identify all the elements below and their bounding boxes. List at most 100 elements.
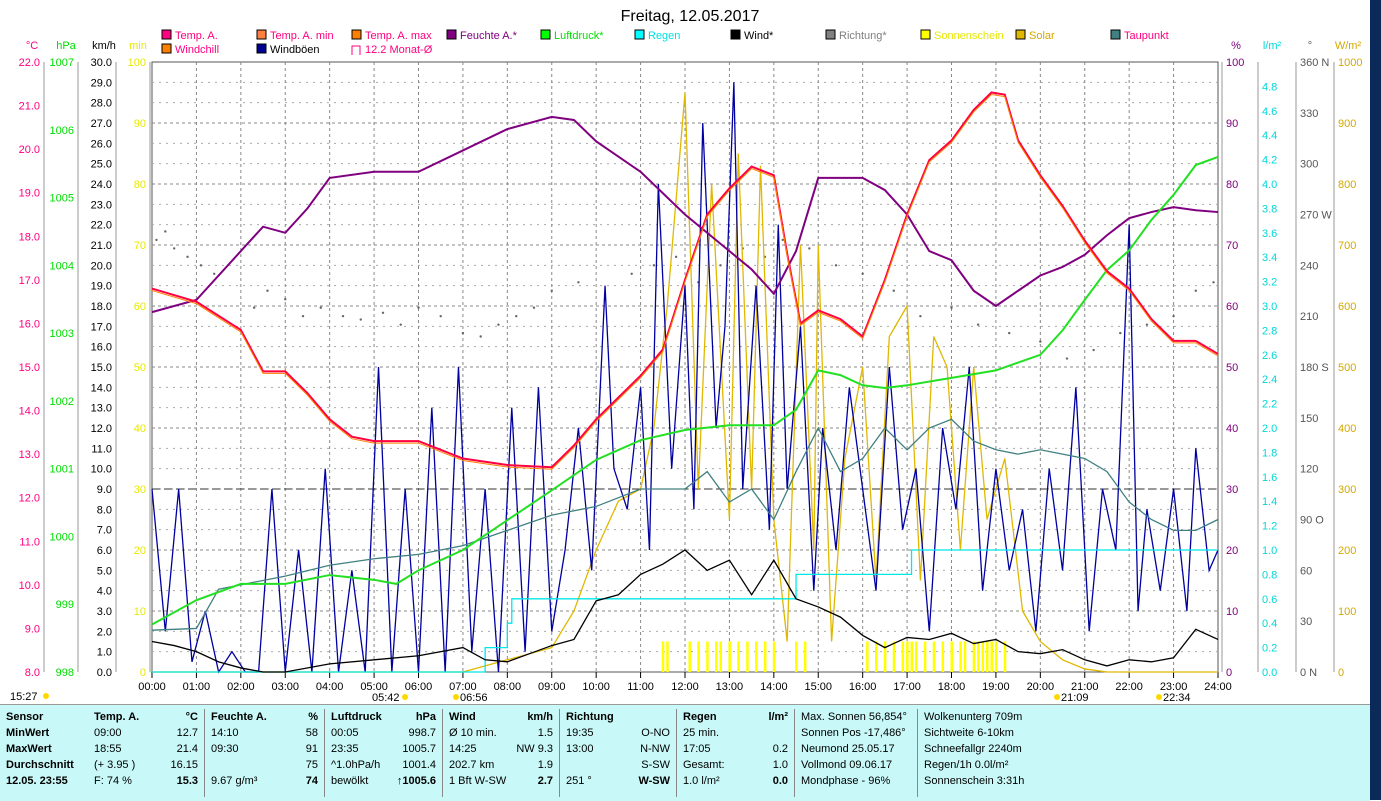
direction-point xyxy=(212,272,216,276)
panel-cell: 16.15 xyxy=(170,759,198,771)
x-tick-label: 08:00 xyxy=(494,681,522,693)
axis-tick-label-wind: 19.0 xyxy=(91,281,112,293)
panel-column: Temp. A. °C 09:00 12.7 18:55 21.4 (+ 3.95 ) 16.… xyxy=(88,709,205,797)
axis-tick-label-direction: 210 xyxy=(1300,311,1318,323)
panel-row: F: 74 % 15.3 xyxy=(88,773,204,789)
axis-tick-label-wind: 2.0 xyxy=(97,626,112,638)
sunshine-bar xyxy=(932,641,936,672)
axis-tick-label-solar: 700 xyxy=(1338,240,1356,252)
panel-row: Sensor xyxy=(0,709,87,725)
sunshine-bar xyxy=(986,641,989,672)
axis-tick-label-wind: 7.0 xyxy=(97,525,112,537)
panel-cell: NW 9.3 xyxy=(516,743,553,755)
axis-tick-label-solar: 100 xyxy=(1338,606,1356,618)
direction-point xyxy=(164,230,167,233)
axis-tick-label-rain: 2.8 xyxy=(1262,325,1277,337)
direction-point xyxy=(173,247,176,250)
axis-tick-label-temp: 11.0 xyxy=(19,536,40,548)
axis-tick-label-minutes: 0 xyxy=(140,667,146,679)
sunshine-bar xyxy=(719,641,723,672)
axis-tick-label-rain: 0.2 xyxy=(1262,643,1277,655)
panel-cell: bewölkt xyxy=(331,775,369,787)
axis-tick-label-solar: 200 xyxy=(1338,545,1356,557)
x-tick-label: 22:00 xyxy=(1115,681,1143,693)
panel-cell: 75 xyxy=(305,759,318,771)
axis-tick-label-temp: 18.0 xyxy=(19,231,40,243)
panel-cell: 14:10 xyxy=(211,727,239,739)
axis-tick-label-direction: 150 xyxy=(1300,413,1318,425)
axis-tick-label-rain: 2.4 xyxy=(1262,374,1277,386)
legend-label: Richtung* xyxy=(839,30,887,42)
sunshine-bar xyxy=(892,641,896,672)
panel-cell: Vollmond 09.06.17 xyxy=(801,759,893,771)
axes: 00:00 01:00 02:00 03:00 04:00 05:00 06:00 07:00… xyxy=(19,40,1363,693)
direction-point xyxy=(1008,331,1011,335)
panel-row: 23:35 1005.7 xyxy=(325,741,442,757)
direction-point xyxy=(919,314,922,318)
legend-swatch xyxy=(540,29,551,40)
axis-tick-label-temp: 12.0 xyxy=(19,493,40,505)
series-line-temp-a- xyxy=(151,91,1219,469)
axis-unit-direction: ° xyxy=(1308,40,1312,52)
panel-cell: 91 xyxy=(305,743,318,755)
axis-tick-label-humidity: 90 xyxy=(1226,118,1238,130)
axis-tick-label-rain: 3.2 xyxy=(1262,277,1277,289)
panel-row: S-SW xyxy=(560,757,676,773)
panel-cell: (+ 3.95 ) xyxy=(94,759,136,771)
sun-time-twilight-morning: 06:56 xyxy=(460,692,488,704)
panel-row: Mondphase - 96% xyxy=(795,773,917,789)
axis-tick-label-rain: 0.0 xyxy=(1262,667,1277,679)
sunshine-bar xyxy=(923,641,927,672)
axis-tick-label-wind: 26.0 xyxy=(91,138,112,150)
axis-tick-label-rain: 3.4 xyxy=(1262,252,1277,264)
panel-cell: Durchschnitt xyxy=(6,759,74,771)
series-line-windchill xyxy=(151,93,1219,470)
axis-tick-label-solar: 800 xyxy=(1338,179,1356,191)
panel-row: 09:30 91 xyxy=(205,741,324,757)
axis-tick-label-pressure: 1006 xyxy=(50,125,74,137)
axis-tick-label-rain: 3.8 xyxy=(1262,203,1277,215)
panel-cell: 21.4 xyxy=(176,743,198,755)
sunshine-bar xyxy=(874,641,878,672)
sun-time-sunrise: 05:42 xyxy=(372,692,400,704)
axis-tick-label-wind: 12.0 xyxy=(91,423,112,435)
x-tick-label: 13:00 xyxy=(716,681,744,693)
panel-row: Schneefallgr 2240m xyxy=(918,741,1037,757)
axis-tick-label-temp: 17.0 xyxy=(19,275,40,287)
panel-cell: Neumond 25.05.17 xyxy=(801,743,895,755)
axis-tick-label-humidity: 30 xyxy=(1226,484,1238,496)
panel-cell: ↑1005.6 xyxy=(396,775,436,787)
series-line-taupunkt xyxy=(151,418,1219,631)
axis-tick-label-pressure: 998 xyxy=(56,667,74,679)
direction-point xyxy=(417,306,420,309)
axis-tick-label-wind: 3.0 xyxy=(97,606,112,618)
panel-cell: 12.7 xyxy=(176,727,198,739)
legend-swatch xyxy=(161,43,172,54)
panel-row: (+ 3.95 ) 16.15 xyxy=(88,757,204,773)
legend-swatch xyxy=(825,29,836,40)
panel-row: Max. Sonnen 56,854° xyxy=(795,709,917,725)
panel-cell: 74 xyxy=(305,775,318,787)
panel-row: 202.7 km 1.9 xyxy=(443,757,559,773)
axis-tick-label-minutes: 60 xyxy=(134,301,146,313)
chart-title: Freitag, 12.05.2017 xyxy=(621,8,760,25)
axis-tick-label-rain: 2.0 xyxy=(1262,423,1277,435)
sunshine-bar xyxy=(994,641,998,672)
axis-tick-label-wind: 17.0 xyxy=(91,321,112,333)
sunshine-bar xyxy=(959,641,962,672)
panel-cell: Max. Sonnen 56,854° xyxy=(801,711,907,723)
panel-cell: Regen xyxy=(683,711,717,723)
direction-point xyxy=(439,314,442,318)
axis-tick-label-temp: 10.0 xyxy=(19,580,40,592)
panel-cell: hPa xyxy=(415,711,436,723)
sunshine-bar xyxy=(688,641,691,672)
axis-tick-label-minutes: 20 xyxy=(134,545,146,557)
panel-cell: 17:05 xyxy=(683,743,711,755)
panel-row: Durchschnitt xyxy=(0,757,87,773)
direction-point xyxy=(808,247,811,250)
direction-point xyxy=(674,255,678,259)
panel-cell: 14:25 xyxy=(449,743,477,755)
series-line-luftdruck xyxy=(151,155,1219,626)
panel-cell: 251 ° xyxy=(566,775,592,787)
direction-point xyxy=(199,264,203,267)
